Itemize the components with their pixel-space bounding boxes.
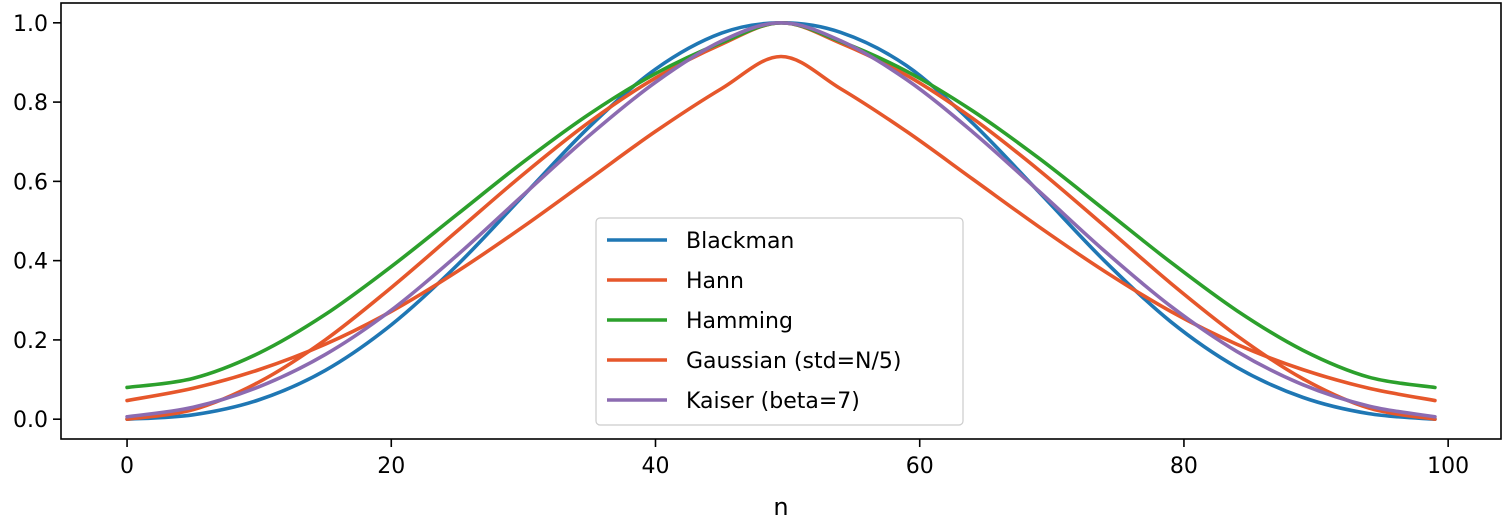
plot-frame — [60, 2, 1502, 440]
legend-label: Hann — [686, 269, 744, 294]
y-tick-label: 0.2 — [13, 329, 48, 354]
y-tick-label: 0.0 — [13, 408, 48, 433]
x-tick-label: 20 — [377, 454, 405, 479]
y-axis: 0.0 0.2 0.4 0.6 0.8 1.0 — [13, 12, 61, 433]
legend-label: Blackman — [686, 229, 794, 254]
x-axis-title: n — [773, 493, 788, 517]
x-tick-label: 40 — [641, 454, 669, 479]
x-tick-label: 0 — [120, 454, 134, 479]
legend-label: Hamming — [686, 309, 793, 334]
y-tick-label: 0.6 — [13, 170, 48, 195]
y-tick-label: 1.0 — [13, 12, 48, 37]
series-line-5 — [125, 21, 1437, 419]
legend: Blackman Hann Hamming Gaussian (std=N/5) Kai… — [595, 217, 964, 426]
x-axis: 0 20 40 60 80 100 — [120, 439, 1469, 479]
legend-label: Gaussian (std=N/5) — [686, 349, 901, 374]
series-layer — [125, 21, 1437, 421]
legend-frame — [595, 217, 964, 426]
y-tick-label: 0.4 — [13, 250, 48, 275]
legend-label: Kaiser (beta=7) — [686, 389, 860, 414]
x-tick-label: 80 — [1170, 454, 1198, 479]
x-tick-label: 60 — [906, 454, 934, 479]
y-tick-label: 0.8 — [13, 91, 48, 116]
series-line-4 — [125, 54, 1437, 403]
x-tick-label: 100 — [1427, 454, 1469, 479]
